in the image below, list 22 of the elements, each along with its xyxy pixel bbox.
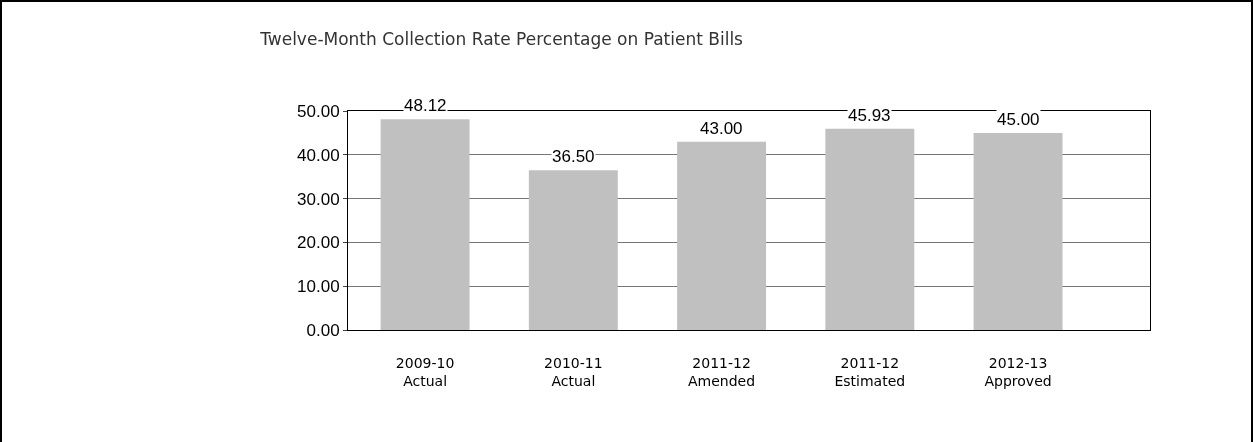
x-tick-label: 2010-11 Actual	[544, 354, 603, 389]
y-tick-label: 30.00	[297, 189, 340, 209]
y-tick-label: 20.00	[297, 233, 340, 253]
bar	[825, 128, 915, 330]
data-label: 45.00	[997, 110, 1040, 129]
y-tick-label: 10.00	[297, 277, 340, 297]
y-tick-label: 40.00	[297, 145, 340, 165]
chart-title: Twelve-Month Collection Rate Percentage on Patient Bills	[259, 28, 744, 49]
bar	[528, 170, 618, 330]
bar	[380, 119, 470, 330]
x-tick-label: 2012-13 Approved	[984, 354, 1052, 389]
x-tick-label: 2009-10 Actual	[395, 354, 455, 389]
bar	[677, 141, 767, 330]
x-tick-label: 2011-12 Amended	[688, 354, 756, 389]
y-tick-label: 50.00	[297, 101, 340, 121]
bar	[973, 132, 1063, 330]
x-tick-label: 2011-12 Estimated	[834, 354, 906, 389]
y-tick-label: 0.00	[306, 320, 340, 340]
data-label: 48.12	[404, 96, 447, 115]
data-label: 45.93	[848, 106, 891, 125]
data-label: 36.50	[552, 147, 595, 166]
data-label: 43.00	[700, 119, 743, 138]
